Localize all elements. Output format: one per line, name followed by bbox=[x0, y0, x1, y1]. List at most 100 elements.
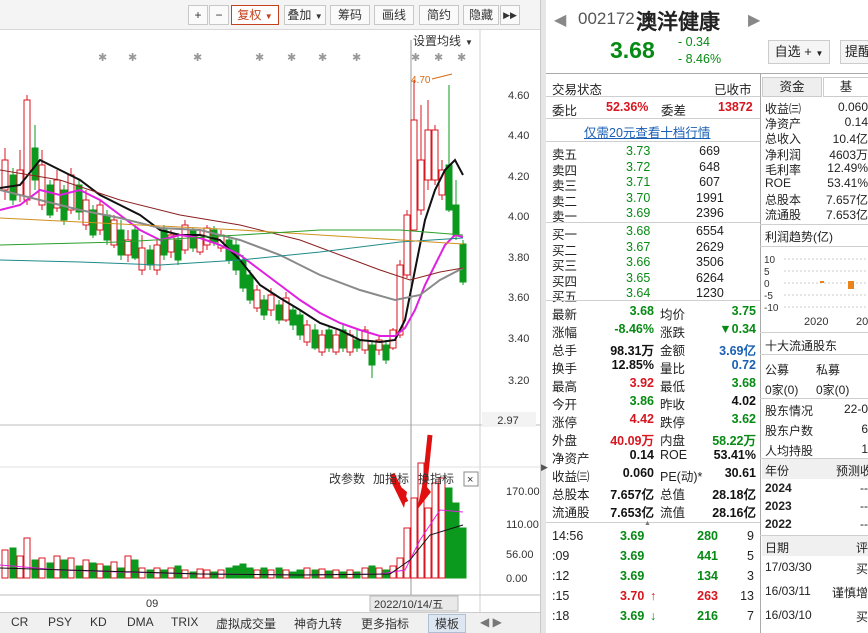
stat-value: 28.18亿 bbox=[712, 488, 756, 502]
event-star-marker[interactable]: ✱ bbox=[318, 52, 327, 64]
f10-value: 12.49% bbox=[827, 160, 868, 175]
sell-level-label: 卖一 bbox=[552, 210, 578, 224]
alert-button[interactable]: 提醒 bbox=[840, 40, 868, 64]
zoom-out-button[interactable]: − bbox=[209, 5, 229, 25]
candle-body bbox=[424, 129, 432, 181]
mini-year-label: 20 bbox=[856, 316, 868, 328]
stat-value: 40.09万 bbox=[610, 434, 654, 448]
holder-value: 1 bbox=[861, 442, 868, 456]
sell-level-price[interactable]: 3.70 bbox=[626, 190, 651, 205]
tab-more-indicators[interactable]: 更多指标 bbox=[361, 617, 410, 631]
kline-chart-area[interactable]: ✱ ✱ ✱ ✱ ✱ ✱ ✱ ✱ ✱ ✱ 4.70 4.60 4.40 4.20 4.00 3.80 3.60… bbox=[0, 30, 540, 612]
tab-virtual-volume[interactable]: 虚拟成交量 bbox=[216, 617, 277, 631]
event-star-marker[interactable]: ✱ bbox=[193, 52, 202, 64]
event-star-marker[interactable]: ✱ bbox=[98, 52, 107, 64]
chouma-button[interactable]: 筹码 bbox=[330, 5, 370, 25]
sell-level-volume: 669 bbox=[699, 144, 720, 158]
stat-label: 总手 bbox=[552, 344, 578, 358]
price-tick-label: 4.60 bbox=[508, 90, 529, 102]
candle-body bbox=[110, 219, 118, 246]
buy-level-label: 买二 bbox=[552, 243, 578, 258]
tabs-scroll-icon[interactable]: ◀ ▶ bbox=[480, 615, 502, 629]
diejia-dropdown[interactable]: 叠加 ▼ bbox=[284, 5, 326, 25]
tab-zijin[interactable]: 资金 bbox=[762, 77, 822, 97]
event-star-marker[interactable]: ✱ bbox=[457, 52, 466, 64]
stat-value: 3.68 bbox=[731, 376, 756, 390]
buy-level-price[interactable]: 3.66 bbox=[626, 255, 651, 269]
volume-axis: 170.00 110.00 56.00 0.00 bbox=[506, 486, 540, 585]
close-panel-icon[interactable]: × bbox=[467, 474, 473, 486]
volume-bar bbox=[438, 477, 446, 579]
tab-kd[interactable]: KD bbox=[90, 615, 107, 629]
event-star-marker[interactable]: ✱ bbox=[128, 52, 137, 64]
yincang-button[interactable]: 隐藏 bbox=[463, 5, 499, 25]
tick-price: 3.69 bbox=[620, 609, 645, 623]
watch-label: 自选 bbox=[774, 44, 801, 59]
set-ma-dropdown[interactable]: 设置均线 bbox=[413, 34, 461, 48]
tab-psy[interactable]: PSY bbox=[48, 615, 73, 629]
event-star-marker[interactable]: ✱ bbox=[352, 52, 361, 64]
buy-level-price[interactable]: 3.68 bbox=[626, 224, 651, 238]
jiazhibiao-button[interactable]: 加指标 bbox=[373, 471, 409, 486]
candle-body bbox=[339, 329, 347, 349]
gaicanshu-button[interactable]: 改参数 bbox=[329, 471, 365, 486]
volume-bar bbox=[332, 569, 340, 579]
top-holders-title: 十大流通股东 bbox=[765, 339, 838, 353]
ma-line bbox=[0, 188, 464, 337]
huanzhibiao-button[interactable]: 换指标 bbox=[418, 471, 454, 486]
buy-level-price[interactable]: 3.65 bbox=[626, 270, 651, 285]
stat-label: 流通股 bbox=[552, 506, 590, 520]
volume-bar bbox=[275, 567, 283, 579]
buy-level-price[interactable]: 3.64 bbox=[626, 286, 651, 300]
candle-body bbox=[232, 244, 240, 271]
fuquan-dropdown[interactable]: 复权 ▼ bbox=[231, 5, 279, 25]
volume-bar bbox=[60, 559, 68, 579]
event-star-marker[interactable]: ✱ bbox=[255, 52, 264, 64]
sell-level-price[interactable]: 3.69 bbox=[626, 206, 651, 220]
buy-level-price[interactable]: 3.67 bbox=[626, 239, 651, 254]
holder-label: 股东情况 bbox=[765, 404, 814, 418]
stat-label: 均价 bbox=[660, 308, 686, 322]
collapse-icon[interactable]: ▲ bbox=[644, 520, 651, 527]
candle-body bbox=[23, 99, 31, 201]
add-watchlist-button[interactable]: 自选 + ▼ bbox=[768, 40, 830, 64]
candle-body bbox=[318, 334, 326, 353]
mini-bar bbox=[820, 281, 824, 283]
event-star-marker[interactable]: ✱ bbox=[411, 52, 420, 64]
candle-body bbox=[445, 164, 453, 211]
volume-bar bbox=[318, 568, 326, 579]
next-stock-icon[interactable]: ▶ bbox=[748, 12, 761, 29]
tab-trix[interactable]: TRIX bbox=[171, 615, 199, 629]
candle-body bbox=[382, 344, 390, 361]
f10-label: 流通股 bbox=[765, 208, 802, 223]
event-star-marker[interactable]: ✱ bbox=[287, 52, 296, 64]
stat-value: 28.16亿 bbox=[712, 506, 756, 520]
jianyue-button[interactable]: 简约 bbox=[419, 5, 459, 25]
candle-body bbox=[1, 159, 9, 191]
kline-svg[interactable]: ✱ ✱ ✱ ✱ ✱ ✱ ✱ ✱ ✱ ✱ 4.70 4.60 4.40 4.20 4.00 3.80 3.60… bbox=[0, 30, 540, 612]
prev-stock-icon[interactable]: ◀ bbox=[554, 12, 567, 29]
ten-level-quote-link[interactable]: 仅需20元查看十档行情 bbox=[584, 126, 711, 140]
expand-icon[interactable]: ▶▶ bbox=[500, 5, 520, 25]
volume-bar bbox=[403, 527, 411, 579]
tick-volume: 280 bbox=[697, 529, 718, 543]
tab-dma[interactable]: DMA bbox=[127, 615, 154, 629]
volume-bar bbox=[368, 565, 376, 579]
tab-magic-nine[interactable]: 神奇九转 bbox=[294, 617, 343, 631]
huaxian-button[interactable]: 画线 bbox=[374, 5, 414, 25]
tab-cr[interactable]: CR bbox=[11, 615, 29, 629]
rating-value: 买 bbox=[855, 610, 868, 624]
zoom-in-button[interactable]: + bbox=[188, 5, 208, 25]
stat-value: 3.92 bbox=[629, 376, 654, 390]
simu-label: 私募 bbox=[816, 363, 841, 377]
panel-splitter[interactable]: ▶ bbox=[540, 0, 548, 633]
tab-basic[interactable]: 基 bbox=[823, 77, 868, 97]
sell-level-price[interactable]: 3.72 bbox=[626, 159, 651, 174]
volume-ma-line bbox=[0, 524, 464, 576]
rating-date: 16/03/10 bbox=[765, 608, 812, 622]
candle-body bbox=[38, 164, 46, 206]
tab-template[interactable]: 模板 bbox=[428, 614, 467, 633]
sell-level-price[interactable]: 3.71 bbox=[626, 175, 651, 189]
sell-level-price[interactable]: 3.73 bbox=[626, 144, 651, 158]
event-star-marker[interactable]: ✱ bbox=[434, 52, 443, 64]
